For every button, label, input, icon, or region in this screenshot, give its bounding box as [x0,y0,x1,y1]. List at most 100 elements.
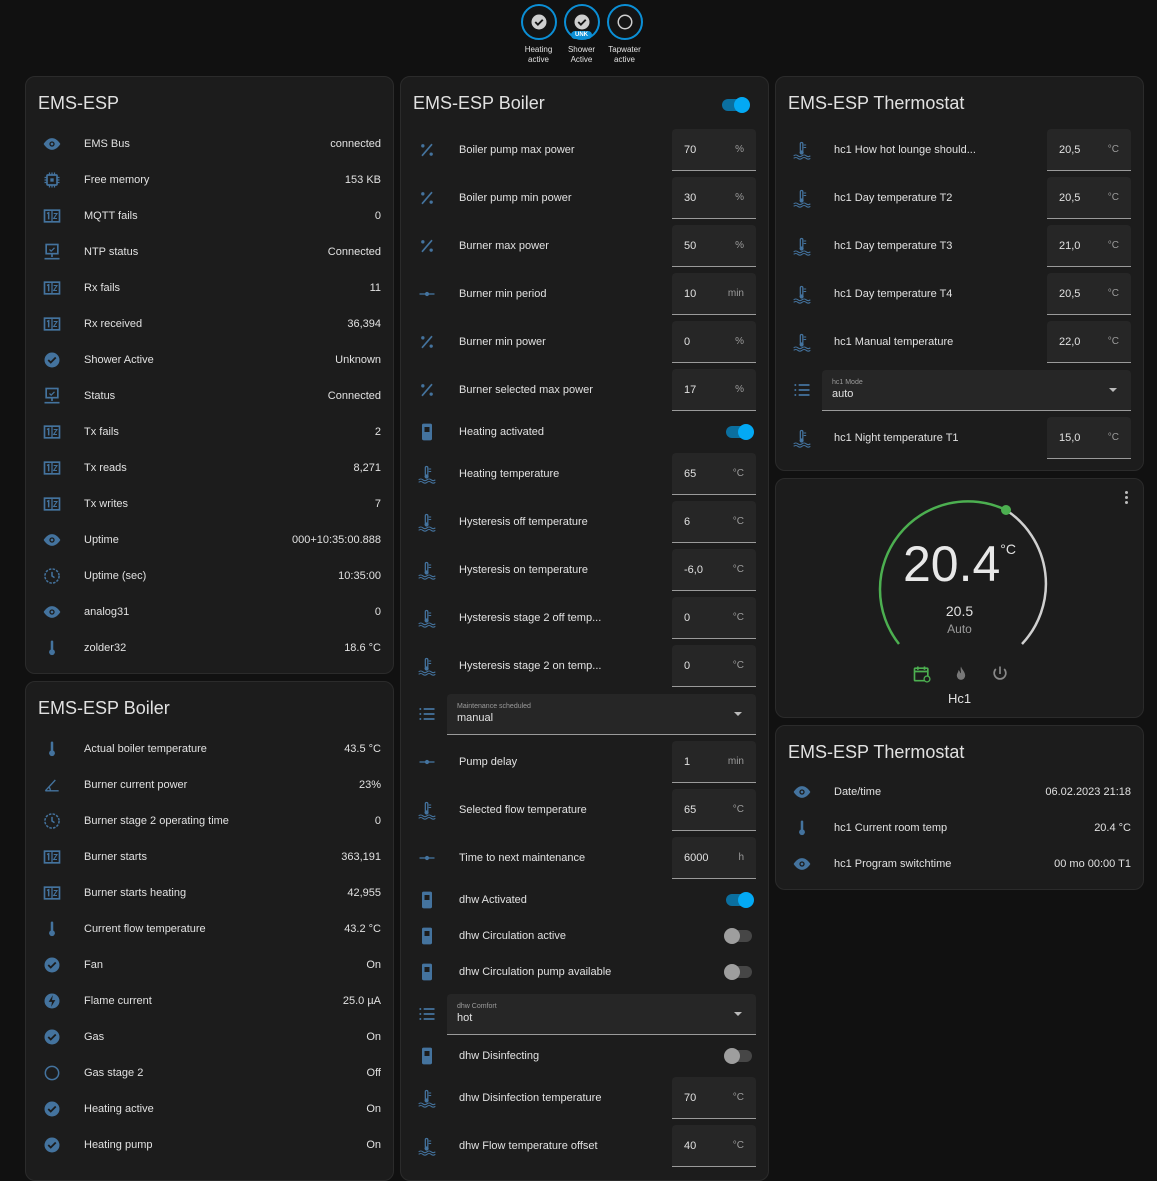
row-dhw-circulation-pump-available[interactable]: dhw Circulation pump available [401,954,768,990]
boiler-sensors-card: EMS-ESP Boiler Actual boiler temperature… [25,681,394,1181]
temperature-dial[interactable] [776,479,1144,718]
row-hc1-day-temperature-t2[interactable]: hc1 Day temperature T2 20,5 °C [776,174,1143,222]
row-rx-fails: Rx fails 11 [26,270,393,306]
row-dhw-flow-temperature-offset[interactable]: dhw Flow temperature offset 40 °C [401,1122,768,1170]
pump-delay-input[interactable]: 1 min [672,741,756,783]
row-dhw-disinfecting[interactable]: dhw Disinfecting [401,1038,768,1074]
input-unit: °C [1107,336,1119,347]
input-unit: °C [732,1140,744,1151]
row-burner-selected-max-power[interactable]: Burner selected max power 17% [401,366,768,414]
input-value: 70 [684,143,697,156]
dhw-disinfection-temperature-input[interactable]: 70 °C [672,1077,756,1119]
thermostat-sensors-card: EMS-ESP Thermostat Date/time 06.02.2023 2… [775,725,1144,890]
row-label: hc1 Manual temperature [834,336,954,348]
hc1-day-temperature-t3-input[interactable]: 21,0 °C [1047,225,1131,267]
burner-min-power-input[interactable]: 0% [672,321,756,363]
input-value: 17 [684,383,697,396]
row-hc1-program-switchtime: hc1 Program switchtime 00 mo 00:00 T1 [776,846,1143,882]
row-time-to-next-maintenance[interactable]: Time to next maintenance 6000 h [401,834,768,882]
boiler-master-toggle[interactable] [722,97,750,113]
row-hysteresis-stage-2-off-temp[interactable]: Hysteresis stage 2 off temp... 0 °C [401,594,768,642]
heat-icon[interactable] [951,664,971,684]
power-icon[interactable] [990,664,1010,684]
hc1-how-hot-lounge-should-input[interactable]: 20,5 °C [1047,129,1131,171]
dhw-comfort-select[interactable]: dhw Comfort hot [447,993,756,1035]
input-value: 0 [684,659,691,672]
row-label: dhw Disinfection temperature [459,1092,602,1104]
row-hc1-manual-temperature[interactable]: hc1 Manual temperature 22,0 °C [776,318,1143,366]
row-value: 2 [374,426,381,438]
hc1-day-temperature-t4-input[interactable]: 20,5 °C [1047,273,1131,315]
hysteresis-off-temperature-input[interactable]: 6 °C [672,501,756,543]
row-selected-flow-temperature[interactable]: Selected flow temperature 65 °C [401,786,768,834]
row-dhw-activated[interactable]: dhw Activated [401,882,768,918]
row-hc1-day-temperature-t3[interactable]: hc1 Day temperature T3 21,0 °C [776,222,1143,270]
row-dhw-circulation-active[interactable]: dhw Circulation active [401,918,768,954]
hc1-night-temperature-t1-input[interactable]: 15,0 °C [1047,417,1131,459]
row-burner-min-power[interactable]: Burner min power 0% [401,318,768,366]
heating-activated-toggle[interactable] [726,424,754,440]
row-heating-temperature[interactable]: Heating temperature 65 °C [401,450,768,498]
hysteresis-on-temperature-input[interactable]: -6,0 °C [672,549,756,591]
timer-icon [42,811,62,831]
target-handle[interactable] [1001,505,1011,515]
burner-max-power-input[interactable]: 50% [672,225,756,267]
row-fan: Fan On [26,947,393,983]
row-dhw-disinfection-temperature[interactable]: dhw Disinfection temperature 70 °C [401,1074,768,1122]
row-dhw-comfort[interactable]: dhw Comfort hot [401,990,768,1038]
badge-heating-active[interactable]: Heating active [520,4,557,65]
hysteresis-stage-2-off-temp-input[interactable]: 0 °C [672,597,756,639]
dhw-disinfecting-toggle[interactable] [724,1048,752,1064]
circle-outline-icon [42,1063,62,1083]
more-options-icon[interactable] [1123,491,1129,504]
hc1-mode-select[interactable]: hc1 Mode auto [822,369,1131,411]
row-hysteresis-stage-2-on-temp[interactable]: Hysteresis stage 2 on temp... 0 °C [401,642,768,690]
hc1-manual-temperature-input[interactable]: 22,0 °C [1047,321,1131,363]
row-hc1-how-hot-lounge-should[interactable]: hc1 How hot lounge should... 20,5 °C [776,126,1143,174]
row-burner-min-period[interactable]: Burner min period 10 min [401,270,768,318]
dhw-circulation-pump-available-toggle[interactable] [724,964,752,980]
burner-selected-max-power-input[interactable]: 17% [672,369,756,411]
input-unit: °C [732,612,744,623]
time-to-next-maintenance-input[interactable]: 6000 h [672,837,756,879]
row-heating-activated[interactable]: Heating activated [401,414,768,450]
row-maintenance-scheduled[interactable]: Maintenance scheduled manual [401,690,768,738]
ems-esp-card: EMS-ESP EMS Bus connected Free memory 153 K… [25,76,394,674]
row-value: 43.5 °C [344,743,381,755]
dhw-activated-toggle[interactable] [726,892,754,908]
heating-temperature-input[interactable]: 65 °C [672,453,756,495]
input-unit: °C [1107,432,1119,443]
dhw-circulation-active-toggle[interactable] [724,928,752,944]
water-thermometer-icon [792,140,812,160]
row-hc1-day-temperature-t4[interactable]: hc1 Day temperature T4 20,5 °C [776,270,1143,318]
row-hc1-night-temperature-t1[interactable]: hc1 Night temperature T1 15,0 °C [776,414,1143,462]
row-hysteresis-on-temperature[interactable]: Hysteresis on temperature -6,0 °C [401,546,768,594]
burner-min-period-input[interactable]: 10 min [672,273,756,315]
boiler-pump-max-power-input[interactable]: 70% [672,129,756,171]
row-label: NTP status [84,246,139,258]
maintenance-scheduled-select[interactable]: Maintenance scheduled manual [447,693,756,735]
badge-shower-active[interactable]: UNK Shower Active [563,4,600,65]
hc1-day-temperature-t2-input[interactable]: 20,5 °C [1047,177,1131,219]
row-value: On [366,959,381,971]
input-value: 30 [684,191,697,204]
row-label: Current flow temperature [84,923,206,935]
eye-icon [42,530,62,550]
boiler-pump-min-power-input[interactable]: 30% [672,177,756,219]
badge-tapwater-active[interactable]: Tapwater active [606,4,643,65]
row-burner-max-power[interactable]: Burner max power 50% [401,222,768,270]
row-hc1-mode[interactable]: hc1 Mode auto [776,366,1143,414]
card-title: EMS-ESP Thermostat [788,93,965,113]
counter-icon [42,494,62,514]
slider-icon [417,752,437,772]
row-hysteresis-off-temperature[interactable]: Hysteresis off temperature 6 °C [401,498,768,546]
row-pump-delay[interactable]: Pump delay 1 min [401,738,768,786]
hysteresis-stage-2-on-temp-input[interactable]: 0 °C [672,645,756,687]
input-value: 6000 [684,851,709,864]
row-boiler-pump-min-power[interactable]: Boiler pump min power 30% [401,174,768,222]
dhw-flow-temperature-offset-input[interactable]: 40 °C [672,1125,756,1167]
row-boiler-pump-max-power[interactable]: Boiler pump max power 70% [401,126,768,174]
thermometer-icon [42,739,62,759]
selected-flow-temperature-input[interactable]: 65 °C [672,789,756,831]
auto-schedule-icon[interactable] [912,664,932,684]
